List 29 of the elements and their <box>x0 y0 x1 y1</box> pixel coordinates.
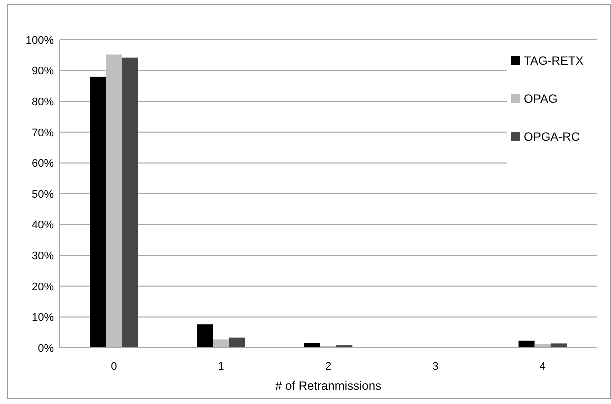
x-axis-title: # of Retranmissions <box>275 379 382 393</box>
y-tick-label: 10% <box>32 312 54 324</box>
y-tick-label: 50% <box>32 188 54 201</box>
y-tick-label: 80% <box>32 96 54 108</box>
y-tick-label: 70% <box>32 127 54 140</box>
x-tick-label: 2 <box>325 361 332 373</box>
x-tick-label: 1 <box>218 361 224 373</box>
y-tick-label: 90% <box>32 66 54 78</box>
legend-label: OPGA-RC <box>524 130 580 144</box>
bar <box>90 76 106 348</box>
bar <box>213 340 230 348</box>
legend-label: TAG-RETX <box>524 54 584 68</box>
y-tick-label: 30% <box>32 250 54 262</box>
bar <box>229 338 246 348</box>
y-tick-label: 60% <box>32 158 54 170</box>
bar <box>518 340 535 348</box>
bar <box>304 343 320 348</box>
x-tick-label: 0 <box>111 361 118 373</box>
y-tick-label: 20% <box>32 281 54 294</box>
x-tick-label: 4 <box>540 361 546 373</box>
y-tick-label: 40% <box>32 220 54 232</box>
y-tick-label: 100% <box>26 34 54 47</box>
x-tick-label: 3 <box>432 361 439 373</box>
bar <box>122 58 138 348</box>
y-tick-label: 0% <box>38 342 54 355</box>
legend-label: OPAG <box>524 92 558 106</box>
bar <box>106 54 122 348</box>
bar <box>550 344 567 348</box>
bar <box>197 324 214 348</box>
